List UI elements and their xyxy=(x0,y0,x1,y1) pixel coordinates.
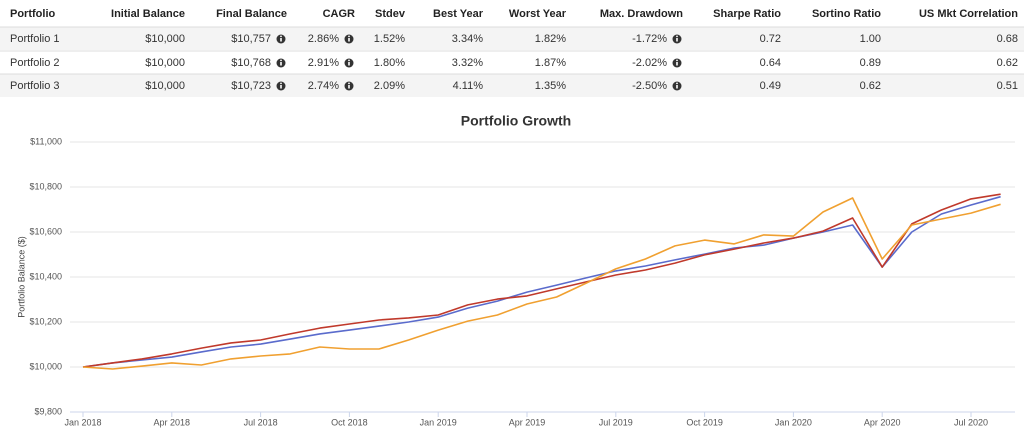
info-icon-dot xyxy=(348,82,350,85)
table-cell: 1.80% xyxy=(374,57,405,69)
series-line xyxy=(82,193,1001,368)
y-axis-label: Portfolio Balance ($) xyxy=(16,236,26,318)
x-tick-label: Jan 2020 xyxy=(775,417,812,427)
info-icon-dot xyxy=(280,59,282,62)
table-header: Final Balance xyxy=(216,8,287,20)
x-tick-label: Apr 2019 xyxy=(509,417,546,427)
table-cell: 1.35% xyxy=(535,80,566,92)
table-cell: 1.82% xyxy=(535,33,566,45)
series-line xyxy=(82,195,1001,368)
series-line xyxy=(82,197,1001,370)
x-tick-label: Jul 2018 xyxy=(244,417,278,427)
table-cell: -2.50% xyxy=(632,80,667,92)
table-header: Portfolio xyxy=(10,8,55,20)
table-cell: $10,000 xyxy=(145,57,185,69)
table-cell: 0.89 xyxy=(860,57,881,69)
table-cell: 2.09% xyxy=(374,80,405,92)
table-cell: 4.11% xyxy=(453,80,484,92)
y-tick-label: $10,000 xyxy=(29,361,62,371)
table-cell: $10,768 xyxy=(231,57,271,69)
table-cell: $10,723 xyxy=(231,80,271,92)
row-background xyxy=(0,27,1024,50)
y-tick-label: $11,000 xyxy=(30,136,62,146)
info-icon-stem xyxy=(280,85,282,89)
table-header: US Mkt Correlation xyxy=(919,8,1018,20)
table-header: Worst Year xyxy=(509,8,567,20)
info-icon-stem xyxy=(676,38,678,42)
x-tick-label: Jan 2019 xyxy=(420,417,457,427)
x-tick-label: Jan 2018 xyxy=(64,417,101,427)
table-header: Sortino Ratio xyxy=(812,8,881,20)
table-cell: 2.91% xyxy=(308,57,339,69)
info-icon-dot xyxy=(280,35,282,38)
table-cell: 0.49 xyxy=(760,80,781,92)
info-icon-dot xyxy=(676,59,678,62)
table-cell: $10,000 xyxy=(145,80,185,92)
y-tick-label: $10,200 xyxy=(29,316,62,326)
info-icon-stem xyxy=(348,62,350,66)
x-tick-label: Oct 2018 xyxy=(331,417,368,427)
x-tick-label: Jul 2019 xyxy=(599,417,633,427)
info-icon-stem xyxy=(280,62,282,66)
table-header: Best Year xyxy=(433,8,484,20)
table-cell: -1.72% xyxy=(632,33,667,45)
table-cell: 0.51 xyxy=(997,80,1018,92)
info-icon-stem xyxy=(348,38,350,42)
table-cell: 3.32% xyxy=(452,57,483,69)
info-icon-dot xyxy=(348,59,350,62)
table-cell: -2.02% xyxy=(632,57,667,69)
info-icon-stem xyxy=(280,38,282,42)
table-cell: 0.64 xyxy=(760,57,781,69)
row-background xyxy=(0,74,1024,97)
y-tick-label: $10,800 xyxy=(29,181,62,191)
x-tick-label: Oct 2019 xyxy=(686,417,723,427)
table-header: Sharpe Ratio xyxy=(713,8,781,20)
table-cell: 0.68 xyxy=(997,33,1018,45)
info-icon-stem xyxy=(676,85,678,89)
table-header: Initial Balance xyxy=(111,8,185,20)
table-cell: $10,757 xyxy=(231,33,271,45)
x-tick-label: Apr 2018 xyxy=(154,417,191,427)
info-icon-dot xyxy=(676,35,678,38)
table-cell: 1.00 xyxy=(860,33,881,45)
table-header: Max. Drawdown xyxy=(600,8,683,20)
table-cell: 3.34% xyxy=(452,33,483,45)
table-cell: $10,000 xyxy=(145,33,185,45)
table-cell: 0.62 xyxy=(997,57,1018,69)
table-cell: 2.74% xyxy=(308,80,339,92)
table-cell: Portfolio 3 xyxy=(10,80,60,92)
table-cell: Portfolio 1 xyxy=(10,33,60,45)
table-cell: 1.87% xyxy=(535,57,566,69)
info-icon-stem xyxy=(676,62,678,66)
info-icon-dot xyxy=(280,82,282,85)
y-tick-label: $9,800 xyxy=(34,406,62,416)
table-header: CAGR xyxy=(323,8,355,20)
table-header: Stdev xyxy=(375,8,406,20)
table-cell: 2.86% xyxy=(308,33,339,45)
y-tick-label: $10,600 xyxy=(29,226,62,236)
y-tick-label: $10,400 xyxy=(29,271,62,281)
info-icon-dot xyxy=(676,82,678,85)
info-icon-dot xyxy=(348,35,350,38)
table-cell: Portfolio 2 xyxy=(10,57,60,69)
table-cell: 0.72 xyxy=(760,33,781,45)
info-icon-stem xyxy=(348,85,350,89)
x-tick-label: Apr 2020 xyxy=(864,417,901,427)
x-tick-label: Jul 2020 xyxy=(954,417,988,427)
table-cell: 0.62 xyxy=(860,80,881,92)
chart-title: Portfolio Growth xyxy=(461,113,571,129)
table-cell: 1.52% xyxy=(374,33,405,45)
